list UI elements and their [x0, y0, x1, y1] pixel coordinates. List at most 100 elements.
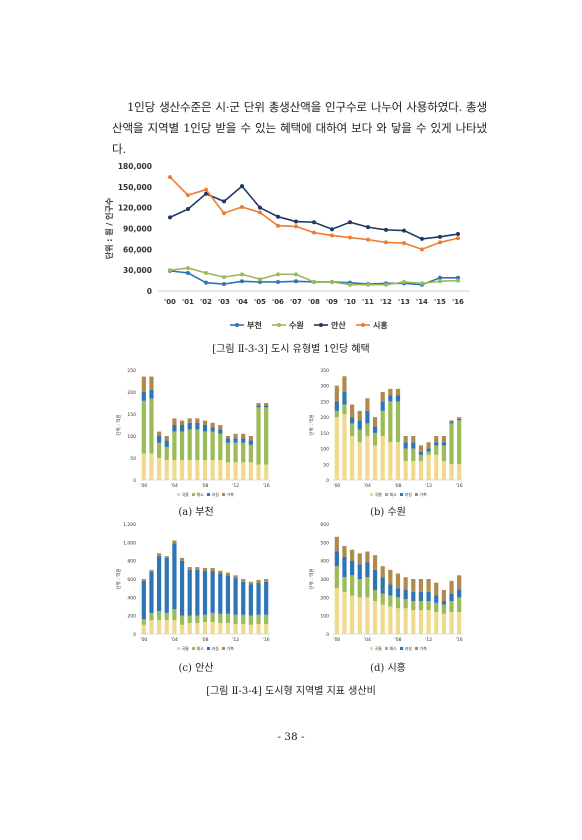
bar-segment	[164, 620, 169, 634]
bar-segment	[233, 442, 238, 463]
bar-segment	[457, 590, 462, 598]
bar-segment	[350, 417, 355, 424]
data-point	[168, 215, 172, 220]
bar-segment	[457, 417, 462, 419]
bar-segment	[233, 623, 238, 634]
bar-segment	[372, 555, 378, 570]
y-tick-label: 50	[130, 456, 136, 462]
bar-segment	[187, 418, 192, 423]
legend-swatch	[385, 647, 388, 650]
bar-segment	[149, 571, 154, 613]
y-tick-label: 600	[320, 522, 329, 528]
bar-segment	[218, 425, 223, 430]
bar-segment	[395, 608, 401, 634]
data-point	[402, 241, 406, 246]
bar-segment	[164, 440, 169, 447]
bar-segment	[357, 597, 362, 634]
bar-segment	[365, 551, 370, 563]
bar-segment	[342, 557, 347, 578]
bar-segment	[210, 622, 215, 634]
x-tick-label: '00	[164, 298, 176, 306]
bar-segment	[141, 392, 146, 401]
data-point	[456, 236, 460, 241]
bar-segment	[434, 442, 439, 446]
legend-label: 시흥	[373, 320, 388, 330]
legend-label: 가축	[420, 491, 428, 497]
bar-segment	[395, 395, 401, 402]
legend-swatch	[370, 493, 373, 496]
bar-segment	[149, 376, 154, 390]
bar-segment	[157, 556, 162, 612]
data-point	[456, 275, 460, 280]
y-tick-label: 800	[127, 559, 136, 565]
data-point	[168, 175, 172, 180]
bar-segment	[449, 423, 454, 465]
data-point	[168, 268, 172, 273]
data-point	[384, 282, 388, 287]
bar-segment	[264, 403, 269, 406]
bar-segment	[141, 580, 146, 620]
bar-segment	[449, 612, 454, 634]
bar-segment	[334, 417, 339, 480]
y-tick-label: 0	[147, 287, 152, 296]
bar-segment	[233, 438, 238, 443]
legend-label: 가축	[420, 645, 428, 651]
bar-segment	[157, 620, 162, 634]
y-tick-label: 90,000	[123, 225, 152, 234]
bar-segment	[172, 418, 177, 425]
bar-segment	[388, 442, 393, 480]
bar-segment	[342, 414, 347, 480]
bar-segment	[241, 462, 246, 480]
bar-segment	[411, 579, 416, 592]
data-point	[240, 184, 244, 189]
legend-label: 과실	[212, 491, 220, 497]
data-point	[186, 193, 190, 198]
bar-segment	[418, 445, 424, 452]
subcaption-a: (a) 부천	[178, 507, 214, 518]
data-point	[204, 270, 208, 275]
y-tick-label: 300	[320, 577, 329, 583]
legend-swatch	[207, 493, 210, 496]
bar-segment	[210, 612, 215, 623]
bar-segment	[141, 619, 146, 625]
bar-segment	[365, 410, 370, 424]
bar-segment	[210, 460, 215, 480]
data-point	[222, 211, 226, 216]
data-point	[384, 240, 388, 245]
bar-segment	[172, 543, 177, 610]
bar-segment	[403, 590, 408, 600]
bar-segment	[434, 582, 439, 596]
data-point	[456, 232, 460, 237]
y-tick-label: 120,000	[118, 204, 152, 213]
series-line-4	[169, 176, 459, 251]
data-point	[366, 237, 370, 242]
y-tick-label: 150	[320, 431, 329, 437]
subcaption-d: (d) 시흥	[370, 663, 406, 674]
bar-segment	[457, 418, 462, 421]
data-point	[402, 279, 406, 284]
bar-segment	[256, 464, 261, 480]
bar-segment	[210, 568, 215, 571]
bar-segment	[164, 460, 169, 480]
bar-segment	[388, 388, 393, 396]
bar-segment	[141, 624, 146, 634]
bar-segment	[141, 579, 146, 581]
bar-segment	[441, 442, 446, 446]
bar-segment	[149, 453, 154, 480]
bar-segment	[357, 420, 362, 430]
data-point	[366, 282, 370, 287]
bar-segment	[334, 410, 339, 418]
x-tick-label: '00	[140, 637, 147, 643]
bar-segment	[426, 448, 431, 452]
bar-segment	[350, 560, 355, 576]
x-tick-label: '04	[236, 298, 248, 306]
bar-segment	[449, 420, 454, 422]
legend-swatch	[400, 647, 403, 650]
x-tick-label: '16	[452, 298, 464, 306]
bar-segment	[457, 612, 462, 634]
legend-label: 과실	[405, 491, 413, 497]
bar-segment	[241, 442, 246, 463]
y-tick-label: 150	[127, 412, 136, 418]
bar-segment	[403, 442, 408, 449]
data-point	[240, 279, 244, 284]
